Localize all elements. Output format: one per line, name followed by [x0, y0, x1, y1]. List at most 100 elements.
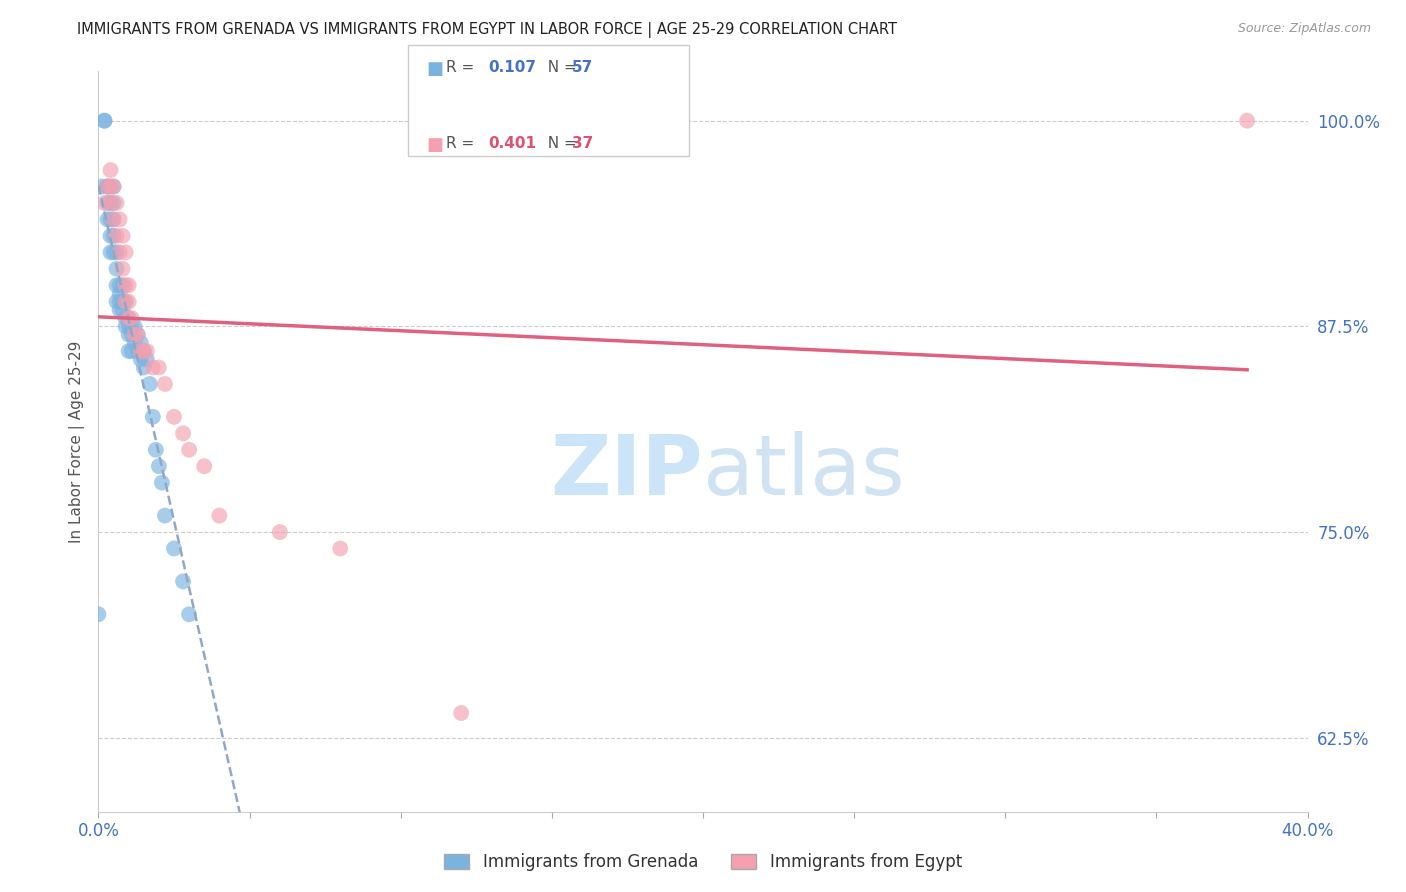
Point [96, 179, 118, 194]
Point [129, 335, 152, 350]
Point [108, 294, 131, 309]
Point [118, 311, 141, 326]
Point [100, 196, 122, 211]
Point [153, 376, 176, 391]
Text: IMMIGRANTS FROM GRENADA VS IMMIGRANTS FROM EGYPT IN LABOR FORCE | AGE 25-29 CORR: IMMIGRANTS FROM GRENADA VS IMMIGRANTS FR… [77, 22, 897, 38]
Text: ■: ■ [426, 136, 443, 153]
Text: R =: R = [446, 60, 479, 75]
Point [103, 196, 125, 211]
Point [142, 360, 165, 375]
Text: Source: ZipAtlas.com: Source: ZipAtlas.com [1237, 22, 1371, 36]
Text: 57: 57 [572, 60, 593, 75]
Point [127, 327, 149, 342]
Point [108, 278, 131, 293]
Point [111, 228, 134, 243]
Point [114, 294, 136, 309]
Point [269, 524, 291, 539]
Point [163, 541, 186, 556]
Point [329, 541, 352, 556]
Point [208, 508, 231, 523]
Point [100, 228, 122, 243]
Y-axis label: In Labor Force | Age 25-29: In Labor Force | Age 25-29 [69, 341, 84, 542]
Text: atlas: atlas [703, 431, 904, 512]
Point [105, 278, 128, 293]
Point [105, 294, 128, 309]
Point [103, 228, 125, 243]
Point [142, 409, 165, 424]
Point [100, 163, 122, 178]
Point [111, 261, 134, 276]
Point [179, 442, 201, 457]
Point [108, 302, 131, 317]
Point [129, 352, 152, 367]
Text: ZIP: ZIP [551, 431, 703, 512]
Point [105, 196, 128, 211]
Point [108, 286, 131, 301]
Text: R =: R = [446, 136, 479, 151]
Point [163, 409, 186, 424]
Point [179, 607, 201, 622]
Point [96, 179, 118, 194]
Point [132, 344, 155, 359]
Point [100, 179, 122, 194]
Point [124, 319, 146, 334]
Point [127, 344, 149, 359]
Point [150, 475, 173, 490]
Point [114, 311, 136, 326]
Point [103, 179, 125, 194]
Point [127, 327, 149, 342]
Point [135, 352, 157, 367]
Text: 0.107: 0.107 [488, 60, 536, 75]
Point [450, 706, 472, 720]
Point [118, 311, 141, 326]
Point [118, 294, 141, 309]
Point [103, 212, 125, 227]
Point [105, 245, 128, 260]
Point [139, 376, 162, 391]
Text: ■: ■ [426, 60, 443, 78]
Point [105, 228, 128, 243]
Point [111, 294, 134, 309]
Point [118, 327, 141, 342]
Point [114, 294, 136, 309]
Point [93, 113, 115, 128]
Text: N =: N = [538, 60, 582, 75]
Point [118, 344, 141, 359]
Point [96, 196, 118, 211]
Point [1236, 113, 1258, 128]
Text: 37: 37 [572, 136, 593, 151]
Point [100, 196, 122, 211]
Point [96, 179, 118, 194]
Point [103, 179, 125, 194]
Point [114, 278, 136, 293]
Point [172, 574, 194, 589]
Point [114, 319, 136, 334]
Point [132, 344, 155, 359]
Point [100, 245, 122, 260]
Point [118, 278, 141, 293]
Point [103, 212, 125, 227]
Point [100, 212, 122, 227]
Point [100, 179, 122, 194]
Point [108, 212, 131, 227]
Point [87, 607, 110, 622]
Point [111, 302, 134, 317]
Point [145, 442, 167, 457]
Point [114, 245, 136, 260]
Text: 0.401: 0.401 [488, 136, 536, 151]
Point [121, 327, 143, 342]
Point [124, 335, 146, 350]
Point [121, 311, 143, 326]
Point [172, 426, 194, 441]
Point [105, 261, 128, 276]
Text: N =: N = [538, 136, 582, 151]
Point [108, 245, 131, 260]
Point [118, 319, 141, 334]
Point [148, 459, 170, 474]
Point [153, 508, 176, 523]
Point [90, 179, 112, 194]
Point [132, 360, 155, 375]
Legend: Immigrants from Grenada, Immigrants from Egypt: Immigrants from Grenada, Immigrants from… [436, 845, 970, 880]
Point [93, 113, 115, 128]
Point [103, 245, 125, 260]
